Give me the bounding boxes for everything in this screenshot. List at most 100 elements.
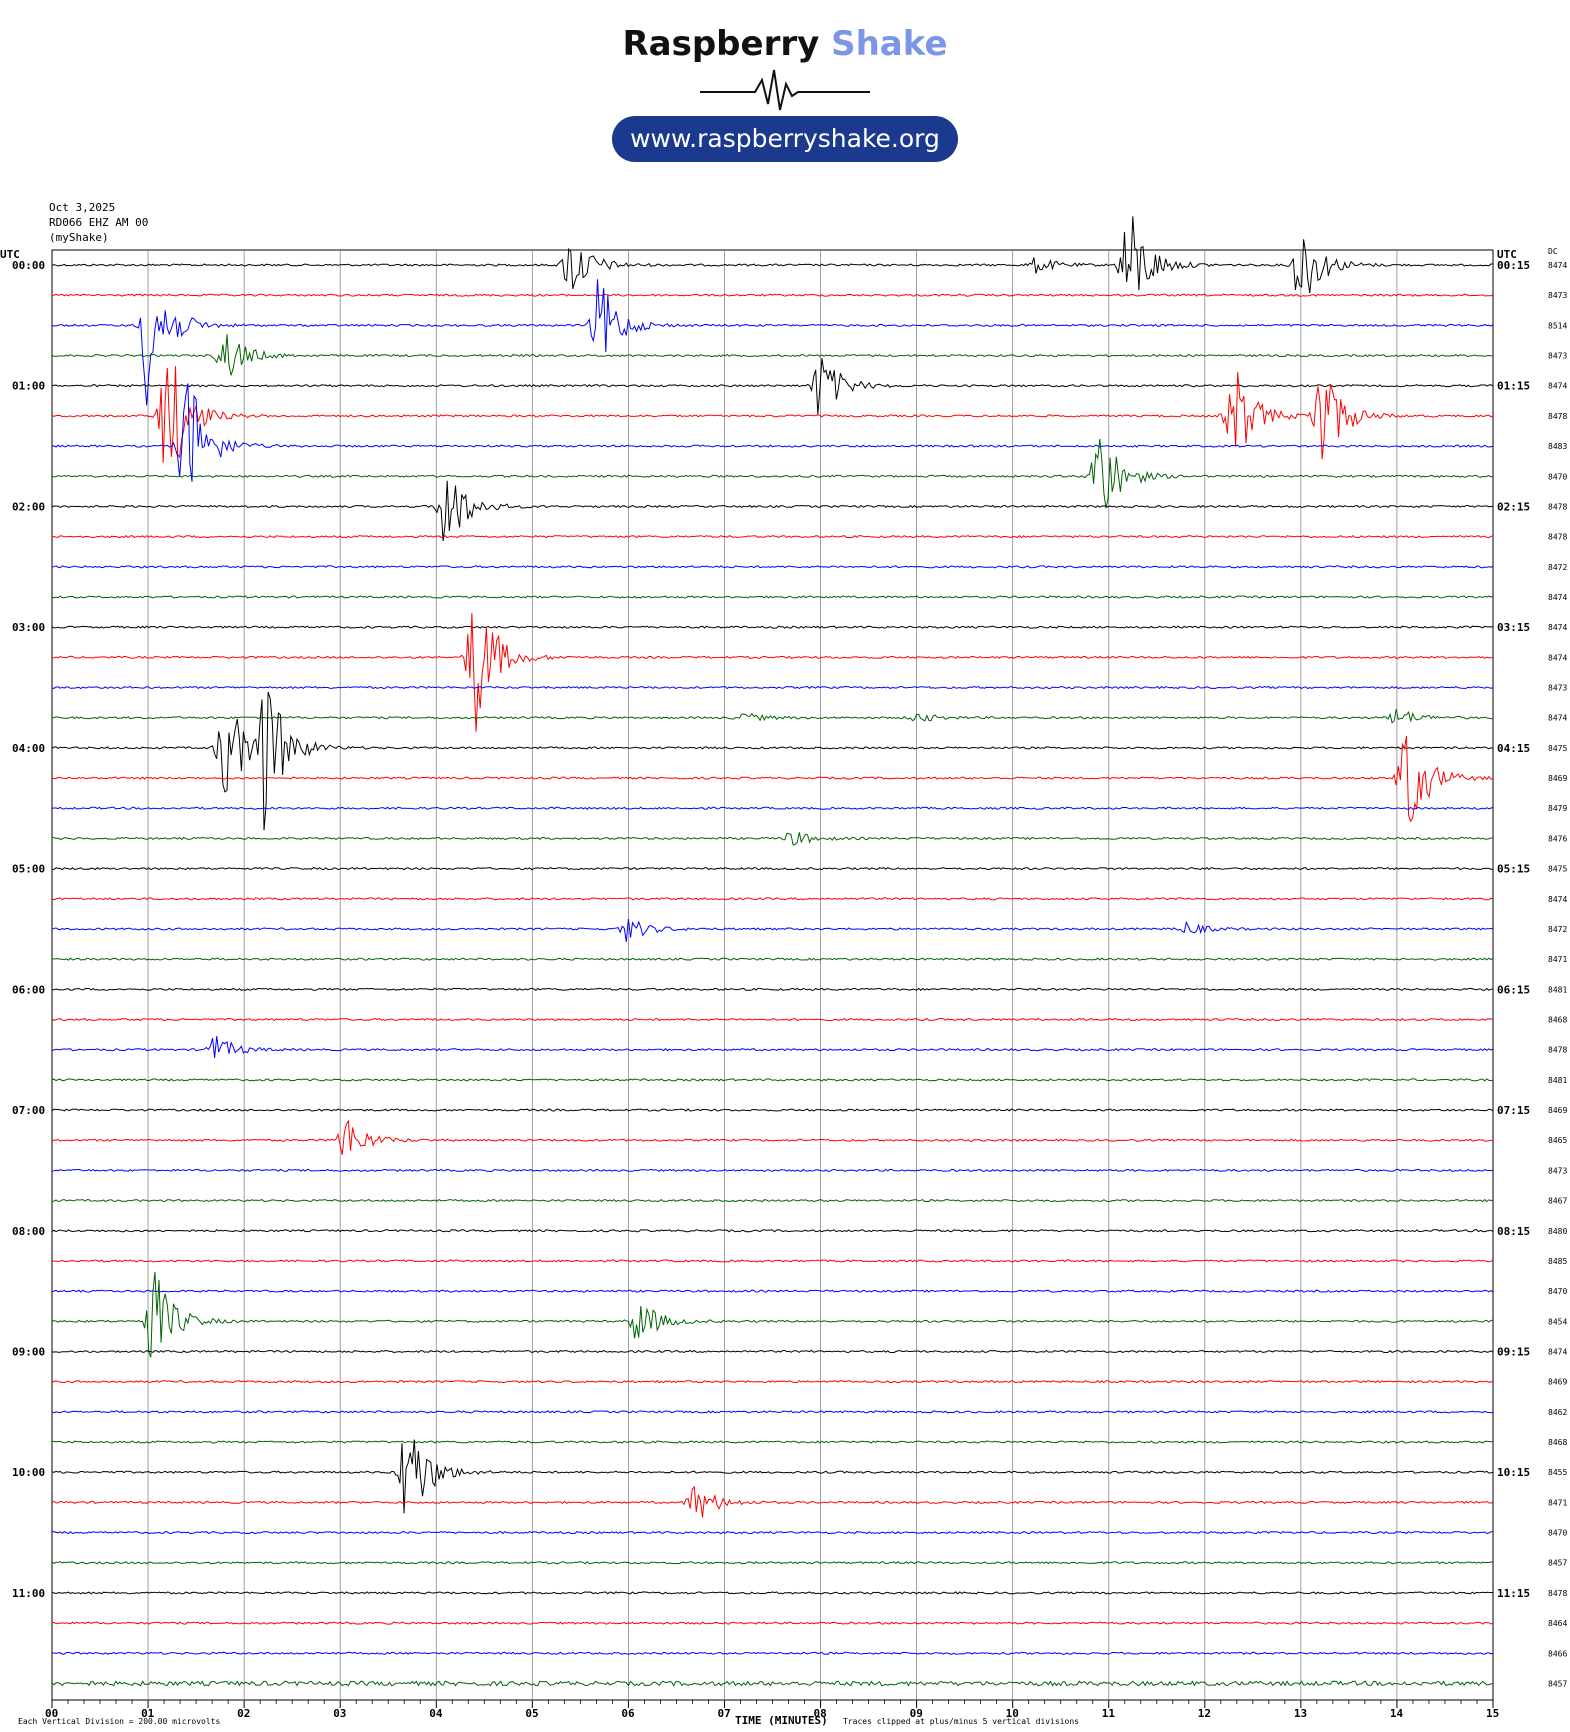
- hour-label-left: 00:00: [12, 259, 45, 272]
- network-label: (myShake): [49, 231, 109, 244]
- station-label: RD066 EHZ AM 00: [49, 216, 148, 229]
- dc-value-label: 8455: [1548, 1468, 1567, 1477]
- x-tick-label: 14: [1390, 1707, 1404, 1720]
- x-tick-label: 02: [237, 1707, 250, 1720]
- x-tick-label: 12: [1198, 1707, 1211, 1720]
- dc-value-label: 8474: [1548, 653, 1567, 662]
- dc-value-label: 8472: [1548, 563, 1567, 572]
- trace-line: [51, 866, 1494, 871]
- x-tick-label: 15: [1486, 1707, 1499, 1720]
- trace-line: [51, 480, 1494, 542]
- dc-value-label: 8481: [1548, 1076, 1567, 1085]
- hour-label-right: 02:15: [1497, 500, 1530, 513]
- scale-note: Each Vertical Division = 200.00 microvol…: [18, 1717, 220, 1726]
- date-label: Oct 3,2025: [49, 201, 115, 214]
- trace-line: [51, 535, 1494, 539]
- dc-value-label: 8476: [1548, 834, 1567, 843]
- x-tick-label: 11: [1102, 1707, 1116, 1720]
- dc-value-label: 8478: [1548, 1046, 1567, 1055]
- dc-value-label: 8470: [1548, 472, 1567, 481]
- dc-value-label: 8474: [1548, 714, 1567, 723]
- trace-line: [51, 1410, 1493, 1414]
- dc-value-label: 8475: [1548, 744, 1567, 753]
- dc-value-label: 8474: [1548, 593, 1567, 602]
- dc-value-label: 8468: [1548, 1438, 1567, 1447]
- trace-line: [51, 1272, 1493, 1358]
- dc-value-label: 8467: [1548, 1197, 1567, 1206]
- x-axis-title: TIME (MINUTES): [735, 1714, 828, 1727]
- hour-label-left: 09:00: [12, 1345, 45, 1358]
- dc-value-label: 8514: [1548, 321, 1567, 330]
- utc-left-label: UTC: [0, 248, 20, 261]
- minute-grid: [51, 249, 1494, 1708]
- trace-line: [51, 1078, 1494, 1082]
- trace-line: [51, 366, 1494, 463]
- trace-line: [51, 1198, 1494, 1203]
- hour-label-right: 06:15: [1497, 983, 1530, 996]
- x-tick-label: 06: [621, 1707, 635, 1720]
- dc-value-label: 8478: [1548, 533, 1567, 542]
- hour-label-right: 03:15: [1497, 621, 1530, 634]
- trace-line: [51, 1108, 1494, 1112]
- x-tick-label: 05: [525, 1707, 538, 1720]
- trace-layer: [51, 216, 1494, 1687]
- hour-label-left: 04:00: [12, 742, 45, 755]
- plot-frame: [51, 249, 1494, 1701]
- dc-value-label: 8483: [1548, 442, 1567, 451]
- hour-label-left: 02:00: [12, 500, 45, 513]
- hour-label-right: 07:15: [1497, 1104, 1530, 1117]
- dc-value-label: 8470: [1548, 1287, 1567, 1296]
- trace-line: [51, 565, 1494, 569]
- trace-line: [51, 1017, 1494, 1022]
- trace-line: [51, 1485, 1494, 1518]
- trace-line: [51, 918, 1494, 942]
- dc-value-label: 8469: [1548, 1106, 1567, 1115]
- dc-value-label: 8469: [1548, 774, 1567, 783]
- trace-line: [51, 832, 1494, 846]
- trace-line: [51, 1591, 1493, 1595]
- dc-value-label: 8464: [1548, 1619, 1567, 1628]
- dc-value-label: 8481: [1548, 985, 1567, 994]
- dc-value-label: 8468: [1548, 1016, 1567, 1025]
- trace-line: [51, 1621, 1494, 1625]
- trace-line: [51, 438, 1493, 509]
- dc-value-label: 8471: [1548, 955, 1567, 964]
- x-tick-label: 07: [717, 1707, 730, 1720]
- trace-line: [51, 1168, 1494, 1173]
- brand-title: Raspberry Shake: [0, 24, 1570, 64]
- trace-line: [52, 987, 1494, 991]
- hour-label-right: 11:15: [1497, 1587, 1530, 1600]
- dc-value-label: 8462: [1548, 1408, 1567, 1417]
- hour-label-left: 10:00: [12, 1466, 45, 1479]
- trace-line: [51, 216, 1493, 294]
- hour-label-right: 08:15: [1497, 1225, 1530, 1238]
- website-url-badge[interactable]: www.raspberryshake.org: [612, 116, 958, 162]
- trace-line: [51, 1440, 1494, 1444]
- dc-value-label: 8474: [1548, 895, 1567, 904]
- trace-line: [51, 293, 1494, 297]
- trace-line: [51, 736, 1494, 823]
- dc-value-label: 8473: [1548, 1166, 1567, 1175]
- trace-line: [51, 957, 1494, 961]
- x-tick-label: 00: [45, 1707, 58, 1720]
- trace-line: [51, 1349, 1494, 1354]
- dc-value-label: 8474: [1548, 1347, 1567, 1356]
- seismic-wave-icon: [700, 69, 870, 111]
- trace-line: [51, 1530, 1493, 1535]
- trace-line: [51, 1680, 1494, 1687]
- x-tick-label: 03: [333, 1707, 346, 1720]
- dc-value-label: 8465: [1548, 1136, 1567, 1145]
- clip-note: Traces clipped at plus/minus 5 vertical …: [843, 1717, 1079, 1726]
- trace-line: [51, 625, 1494, 629]
- raspberry-shake-logo: Raspberry Shake www.raspberryshake.org: [0, 20, 1570, 170]
- trace-line: [51, 613, 1494, 732]
- trace-line: [52, 897, 1494, 901]
- trace-line: [51, 1119, 1494, 1155]
- dc-value-label: 8474: [1548, 623, 1567, 632]
- trace-line: [51, 1229, 1494, 1233]
- x-tick-label: 10: [1006, 1707, 1019, 1720]
- trace-line: [51, 383, 1494, 482]
- x-tick-label: 04: [429, 1707, 443, 1720]
- trace-line: [51, 685, 1494, 690]
